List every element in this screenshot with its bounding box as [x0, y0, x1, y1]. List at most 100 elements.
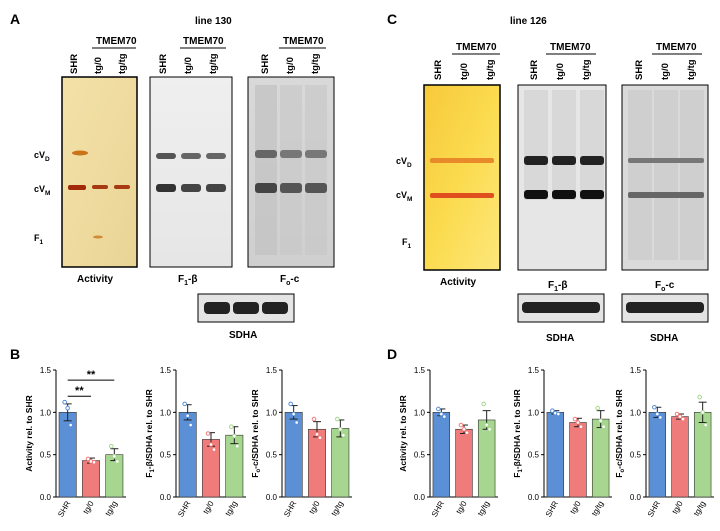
lane-label: tg/tg — [485, 59, 496, 80]
blot-band — [204, 302, 230, 314]
group-label-tmem70: TMEM70 — [96, 36, 137, 47]
x-tick-label: tg/0 — [307, 499, 322, 516]
blot-label-activity: Activity — [440, 277, 477, 288]
group-label-tmem70: TMEM70 — [656, 42, 697, 53]
data-point — [185, 413, 190, 419]
y-tick-label: 0.0 — [266, 493, 278, 502]
lane-label: tg/tg — [581, 59, 592, 80]
data-point — [115, 459, 120, 464]
lane-label: tg/tg — [117, 53, 128, 74]
loading-label-sdha: SDHA — [546, 333, 574, 344]
data-point — [109, 443, 114, 449]
bar-tg-0 — [202, 439, 220, 498]
data-point — [436, 406, 441, 412]
x-tick-label: SHR — [176, 499, 192, 518]
blot-band — [524, 156, 548, 165]
y-tick-label: 1.5 — [266, 366, 278, 375]
x-tick-label: SHR — [430, 499, 446, 518]
x-tick-label: SHR — [56, 499, 72, 518]
bar-tg-0 — [455, 428, 473, 498]
blot-label-fo-c: Fo-c — [655, 280, 675, 293]
bar-chart-B-2: 0.0 0.5 1.0 1.5 F1-β/SDHA rel. to SHR SHR tg/0… — [144, 366, 246, 519]
lane-label: tg/0 — [183, 57, 194, 74]
bar-tg-0 — [671, 416, 689, 498]
data-point — [188, 422, 193, 428]
x-tick-label: tg/tg — [692, 500, 708, 518]
significance-stars: ** — [87, 369, 96, 381]
blot-band — [626, 302, 704, 313]
y-tick-label: 1.0 — [266, 408, 278, 417]
blot-band — [262, 302, 288, 314]
y-axis-label: F1-β/SDHA rel. to SHR — [144, 389, 156, 478]
activity-gel-line130 — [61, 76, 138, 268]
data-point — [62, 399, 67, 405]
data-point — [655, 411, 660, 417]
bar-SHR — [284, 412, 303, 498]
lane-label: SHR — [529, 60, 540, 80]
x-tick-label: tg/tg — [590, 500, 606, 518]
marker-cVD: cVD — [34, 150, 50, 163]
marker-F1: F1 — [402, 237, 412, 250]
sdha-blot-line126-b — [621, 293, 709, 323]
gel-band — [93, 235, 103, 239]
y-tick-label: 1.5 — [414, 366, 426, 375]
bar-tg-0 — [569, 422, 587, 498]
blot-band — [156, 153, 176, 159]
data-point — [91, 459, 97, 465]
gel-band — [430, 193, 494, 198]
data-point — [112, 454, 117, 459]
panel-letter-D: D — [387, 346, 397, 362]
y-axis-label: Activity rel. to SHR — [24, 395, 34, 472]
bar-chart-B-3: 0.0 0.5 1.0 1.5 Fo-c/SDHA rel. to SHR SHR tg/0… — [250, 366, 352, 519]
blot-band — [206, 153, 226, 159]
y-tick-label: 0.0 — [630, 493, 642, 502]
group-label-tmem70: TMEM70 — [183, 36, 224, 47]
bar-tg-0 — [82, 460, 100, 498]
y-tick-label: 0.0 — [414, 493, 426, 502]
bar-chart-D-3: 0.0 0.5 1.0 1.5 Fo-c/SDHA rel. to SHR SHR tg/0… — [614, 366, 714, 519]
group-label-tmem70: TMEM70 — [550, 42, 591, 53]
blot-band — [156, 184, 176, 192]
data-point — [487, 426, 492, 432]
data-point — [208, 442, 214, 447]
data-point — [458, 422, 464, 428]
data-point — [338, 426, 343, 432]
f1-beta-blot-line126 — [517, 84, 607, 271]
bar-tg-tg — [331, 428, 350, 498]
x-tick-label: SHR — [544, 499, 560, 518]
blot-band — [628, 158, 704, 163]
y-tick-label: 1.5 — [40, 366, 52, 375]
data-point — [598, 418, 603, 424]
y-tick-label: 1.0 — [40, 408, 52, 417]
bar-chart-B-1: 0.0 0.5 1.0 1.5 Activity rel. to SHR SHR tg/0 t… — [24, 366, 126, 519]
x-tick-label: tg/tg — [476, 500, 492, 518]
bar-SHR — [546, 412, 565, 498]
data-point — [317, 435, 323, 441]
data-point — [556, 411, 561, 417]
data-point — [680, 416, 686, 422]
group-label-tmem70: TMEM70 — [283, 36, 324, 47]
lane-label: tg/0 — [555, 63, 566, 80]
marker-cVM: cVM — [396, 190, 412, 203]
blot-label-f1-beta: F1-β — [548, 280, 567, 293]
lane-label: SHR — [158, 54, 169, 74]
blot-label-fo-c: Fo-c — [280, 274, 300, 287]
y-tick-label: 0.5 — [528, 451, 540, 460]
data-point — [595, 405, 600, 411]
data-point — [461, 426, 467, 432]
y-tick-label: 1.0 — [528, 408, 540, 417]
data-point — [211, 447, 217, 452]
x-tick-label: tg/0 — [670, 499, 685, 516]
data-point — [85, 456, 91, 462]
y-tick-label: 1.0 — [160, 408, 172, 417]
bar-SHR — [432, 412, 451, 498]
y-tick-label: 0.5 — [40, 451, 52, 460]
panel-letter-A: A — [10, 11, 20, 27]
blot-band — [524, 190, 548, 199]
blot-band — [522, 302, 600, 313]
x-tick-label: tg/tg — [223, 500, 239, 518]
x-tick-label: SHR — [282, 499, 298, 518]
data-point — [294, 420, 299, 425]
blot-band — [628, 192, 704, 198]
